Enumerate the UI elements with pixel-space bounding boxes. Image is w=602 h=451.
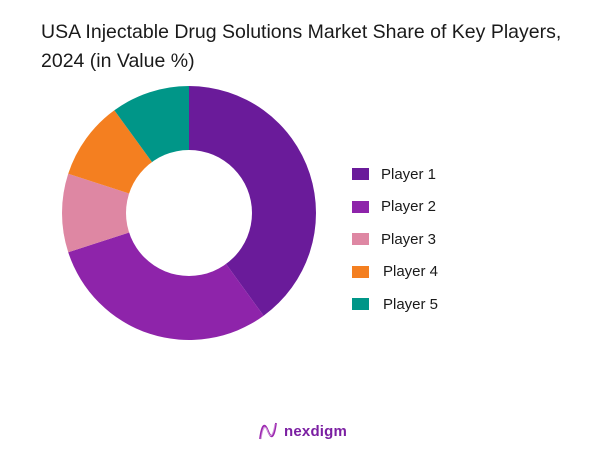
legend-item-player-3: Player 3 [352, 223, 438, 256]
legend-item-player-2: Player 2 [352, 191, 438, 224]
nexdigm-wave-icon [259, 422, 277, 440]
brand-name: nexdigm [284, 422, 348, 440]
legend-swatch [352, 168, 369, 181]
legend-item-player-5: Player 5 [352, 288, 438, 321]
donut-slices [62, 86, 316, 340]
legend: Player 1 Player 2 Player 3 Player 4 Play… [352, 158, 438, 321]
slice-player-2 [68, 213, 264, 340]
legend-label: Player 3 [381, 230, 437, 248]
slice-player-1 [189, 86, 316, 316]
legend-swatch [352, 233, 369, 246]
brand-logo: nexdigm [258, 421, 347, 441]
slice-player-3 [62, 173, 189, 253]
legend-swatch [352, 298, 369, 311]
legend-label: Player 2 [381, 198, 437, 216]
legend-item-player-4: Player 4 [352, 256, 438, 289]
legend-label: Player 4 [383, 263, 439, 281]
chart-title: USA Injectable Drug Solutions Market Sha… [41, 21, 562, 72]
legend-label: Player 5 [383, 295, 439, 313]
legend-swatch [352, 265, 369, 278]
legend-item-player-1: Player 1 [352, 158, 438, 191]
legend-swatch [352, 200, 369, 213]
legend-label: Player 1 [381, 165, 437, 183]
donut-hole [126, 150, 252, 276]
